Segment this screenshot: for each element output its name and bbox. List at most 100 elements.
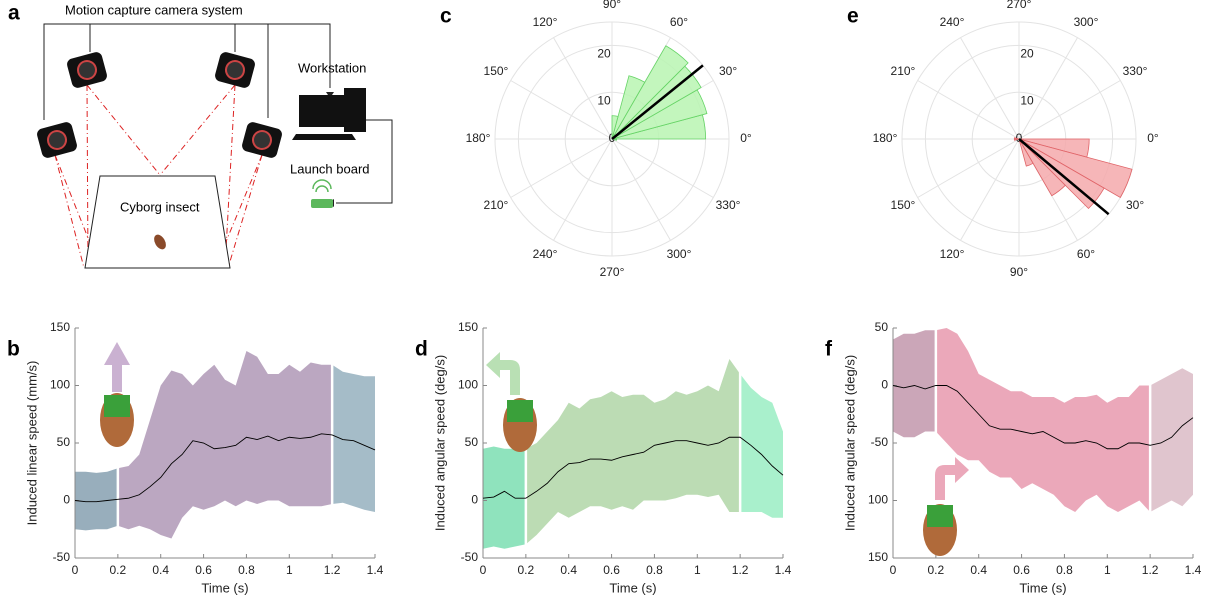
angle-label: 240° xyxy=(533,247,558,261)
x-axis-label: Time (s) xyxy=(609,580,656,595)
angle-label: 60° xyxy=(1077,247,1095,261)
wedge xyxy=(611,115,619,140)
wedge xyxy=(611,75,646,140)
mean-line xyxy=(74,433,376,503)
ray xyxy=(54,154,85,269)
spoke xyxy=(611,138,714,198)
x-tick-label: 1.4 xyxy=(775,563,792,577)
y-axis-label: Induced angular speed (deg/s) xyxy=(842,355,857,531)
mean-line xyxy=(892,385,1194,450)
spoke xyxy=(553,138,613,241)
confidence-band xyxy=(117,351,333,539)
confidence-band xyxy=(332,364,375,512)
workstation-label: Workstation xyxy=(298,60,366,75)
diagram-title: Motion capture camera system xyxy=(65,2,243,17)
grid-circle xyxy=(924,44,1114,234)
angle-label: 30° xyxy=(1126,198,1144,212)
x-tick-label: 1.2 xyxy=(324,563,341,577)
insect-label: Cyborg insect xyxy=(120,199,200,214)
monitor xyxy=(299,95,345,127)
y-tick-label: 0 xyxy=(63,493,70,507)
x-axis-label: Time (s) xyxy=(201,580,248,595)
y-tick-label: 50 xyxy=(465,435,479,449)
cameras xyxy=(37,52,282,158)
wedge xyxy=(1013,137,1020,140)
shape xyxy=(935,457,969,500)
angle-label: 90° xyxy=(1010,265,1028,279)
y-tick-label: -50 xyxy=(53,550,71,564)
panel-label: d xyxy=(415,338,428,361)
shape xyxy=(104,395,130,417)
setup-diagram: a Motion capture camera system Cyborg in… xyxy=(8,2,393,269)
angle-label: 330° xyxy=(716,198,741,212)
y-tick-label: 0 xyxy=(471,493,478,507)
panel-label: a xyxy=(8,2,20,25)
connector xyxy=(43,23,331,120)
x-tick-label: 0.6 xyxy=(195,563,212,577)
x-axis-label: Time (s) xyxy=(1019,580,1066,595)
spoke xyxy=(960,138,1020,241)
angle-label: 240° xyxy=(940,15,965,29)
spoke xyxy=(510,80,613,140)
shape xyxy=(47,130,67,150)
wedge xyxy=(611,45,689,140)
radius-label: 0 xyxy=(1016,131,1023,145)
confidence-band xyxy=(740,374,783,518)
mean-direction xyxy=(1018,138,1110,216)
angle-label: 150° xyxy=(484,64,509,78)
spoke xyxy=(917,80,1020,140)
spoke xyxy=(510,138,613,198)
y-tick-label: 100 xyxy=(458,378,478,392)
shape xyxy=(252,130,272,150)
y-tick-label: 150 xyxy=(458,320,478,334)
outer-circle xyxy=(494,21,730,257)
angle-label: 90° xyxy=(603,0,621,11)
y-tick-label: 100 xyxy=(50,378,70,392)
spoke xyxy=(1018,80,1121,140)
keyboard xyxy=(292,134,356,140)
wedge xyxy=(1018,138,1066,197)
angle-label: 30° xyxy=(719,64,737,78)
shape xyxy=(104,342,130,392)
shape xyxy=(927,505,953,527)
x-tick-label: 0.2 xyxy=(110,563,127,577)
x-tick-label: 0.2 xyxy=(928,563,945,577)
outer-circle xyxy=(901,21,1137,257)
angle-label: 150° xyxy=(891,198,916,212)
ray xyxy=(86,84,161,176)
launch-board-icon xyxy=(311,179,333,208)
angle-label: 210° xyxy=(484,198,509,212)
angle-label: 270° xyxy=(600,265,625,279)
line-chart: f 0 0.2 0.4 0.6 0.8 1 1.2 1.4 150 100 -50 0 50 Time (s… xyxy=(825,320,1202,595)
ray xyxy=(214,154,263,269)
ray xyxy=(227,154,263,269)
x-tick-label: 1 xyxy=(286,563,293,577)
y-axis-label: Induced linear speed (mm/s) xyxy=(24,361,39,526)
angle-label: 330° xyxy=(1123,64,1148,78)
angle-label: 0° xyxy=(740,131,752,145)
connector-lines xyxy=(43,23,393,204)
shape xyxy=(225,60,245,80)
camera-rays xyxy=(54,84,263,269)
angle-label: 120° xyxy=(533,15,558,29)
x-tick-label: 0 xyxy=(72,563,79,577)
shape xyxy=(486,352,520,395)
y-tick-label: 150 xyxy=(50,320,70,334)
x-tick-label: 0.8 xyxy=(238,563,255,577)
y-tick-label: 50 xyxy=(875,320,889,334)
angle-label: 0° xyxy=(1147,131,1159,145)
angle-label: 270° xyxy=(1007,0,1032,11)
shape xyxy=(77,60,97,80)
shape xyxy=(507,400,533,422)
connector xyxy=(336,119,393,204)
mean-line xyxy=(482,436,784,499)
camera xyxy=(37,122,77,158)
ray xyxy=(159,84,236,176)
confidence-band xyxy=(935,328,1151,512)
y-tick-label: 50 xyxy=(57,435,71,449)
x-tick-label: 1.4 xyxy=(367,563,384,577)
radius-label: 10 xyxy=(1020,93,1034,107)
panel-label: b xyxy=(7,338,20,361)
